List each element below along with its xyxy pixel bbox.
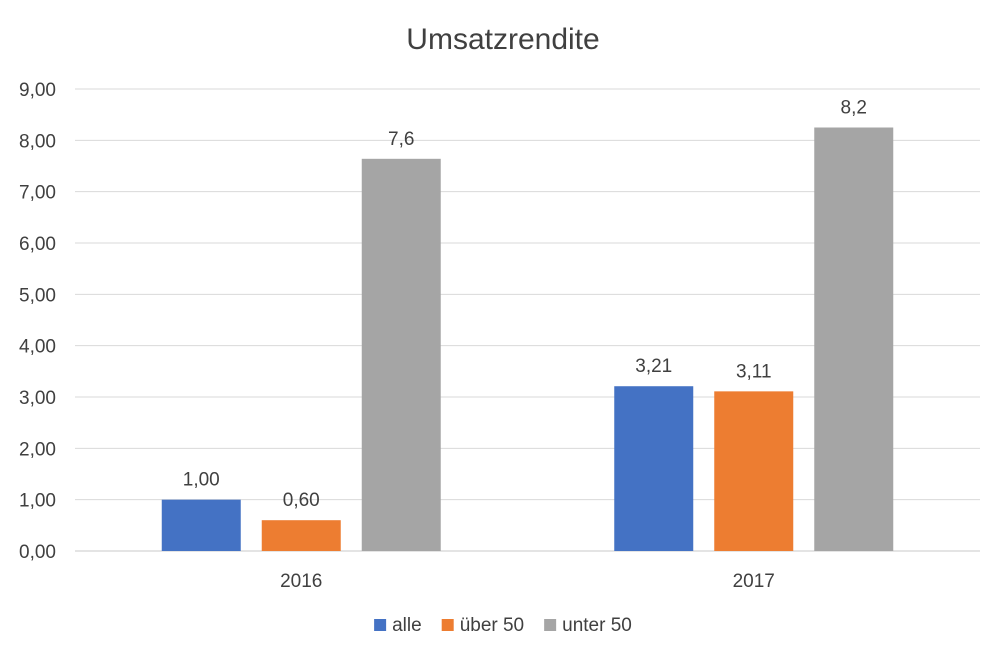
data-label: 8,2 [841, 98, 867, 119]
legend-swatch [544, 619, 557, 631]
legend-label: unter 50 [562, 615, 632, 636]
legend-label: über 50 [460, 615, 524, 636]
y-tick-label: 5,00 [19, 285, 56, 306]
y-tick-label: 9,00 [19, 80, 56, 101]
y-tick-label: 6,00 [19, 234, 56, 255]
legend-item-unter-50: unter 50 [544, 615, 632, 636]
y-tick-label: 4,00 [19, 337, 56, 358]
chart-title: Umsatzrendite [406, 23, 599, 56]
bar-2017-alle [614, 386, 694, 551]
data-labels: 1,00 0,60 7,6 3,21 3,11 8,2 [183, 98, 867, 512]
bar-2016-unter-50 [361, 158, 441, 551]
data-label: 3,11 [736, 361, 772, 382]
legend-swatch [374, 619, 387, 631]
data-label: 3,21 [635, 356, 672, 377]
x-axis-tick-labels: 2016 2017 [280, 571, 775, 592]
y-tick-label: 7,00 [19, 183, 56, 204]
y-tick-label: 8,00 [19, 131, 56, 152]
legend-item-über-50: über 50 [441, 615, 524, 636]
legend-label: alle [392, 615, 422, 636]
bars [161, 127, 894, 551]
legend-swatch [441, 619, 454, 631]
data-label: 1,00 [183, 470, 220, 491]
x-tick-label: 2017 [733, 571, 775, 592]
bar-2016-über-50 [261, 520, 341, 551]
x-tick-label: 2016 [280, 571, 322, 592]
y-tick-label: 0,00 [19, 542, 56, 563]
y-tick-label: 2,00 [19, 439, 56, 460]
y-tick-label: 3,00 [19, 388, 56, 409]
bar-2017-über-50 [714, 391, 794, 551]
legend-item-alle: alle [374, 615, 422, 636]
data-label: 7,6 [388, 129, 414, 150]
data-label: 0,60 [283, 490, 320, 511]
y-tick-label: 1,00 [19, 491, 56, 512]
legend: alle über 50 unter 50 [374, 615, 632, 636]
bar-2017-unter-50 [814, 127, 894, 551]
y-axis-tick-labels: 0,00 1,00 2,00 3,00 4,00 5,00 6,00 7,00 8,00 9,00 [19, 80, 56, 563]
bar-2016-alle [161, 499, 241, 551]
